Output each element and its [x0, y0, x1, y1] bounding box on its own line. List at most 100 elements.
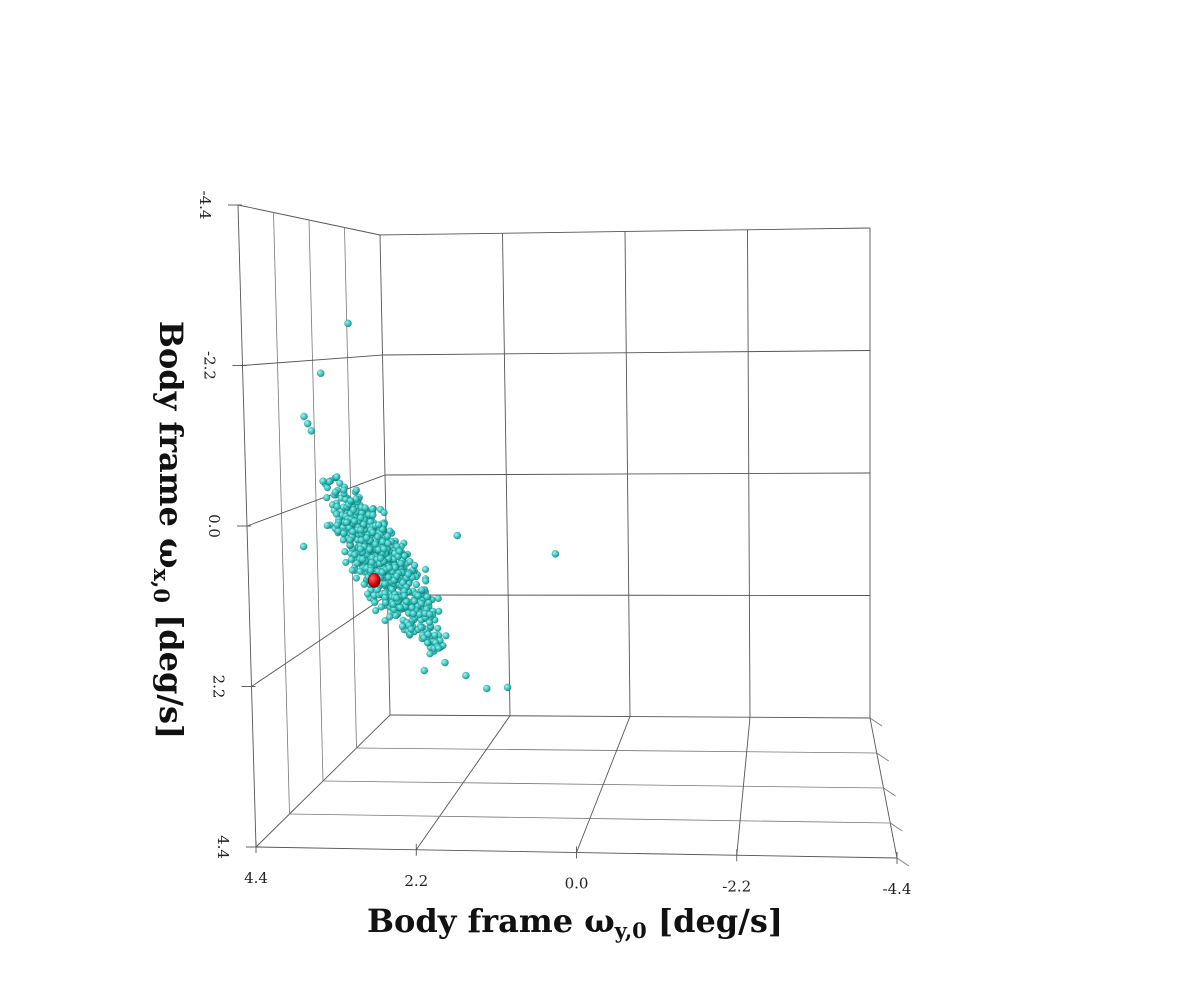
cluster-point: [363, 590, 372, 598]
cluster-point: [360, 580, 368, 588]
cluster-point: [366, 545, 374, 553]
cluster-point: [442, 632, 450, 640]
cluster-point: [348, 566, 356, 574]
cluster-point: [404, 570, 413, 579]
cluster-point: [423, 639, 432, 647]
cluster-point: [333, 473, 341, 481]
cluster-point: [393, 572, 401, 580]
cluster-point: [340, 486, 348, 494]
z-tick-mark: [896, 857, 910, 867]
cluster-point: [406, 558, 414, 566]
back-gridline-v: [747, 229, 751, 718]
sample-point: [316, 369, 325, 378]
cluster-point: [434, 594, 442, 603]
cluster-point: [372, 606, 380, 615]
sample-point: [300, 412, 308, 421]
cluster-point: [342, 558, 350, 567]
cluster-point: [357, 514, 365, 522]
cluster-point: [422, 577, 430, 585]
x-tick-label: 2.2: [404, 872, 428, 890]
cluster-point: [410, 597, 419, 605]
cluster-point: [325, 477, 334, 486]
left-wall-gridline: [242, 354, 383, 366]
cluster-point: [339, 536, 347, 544]
sample-point: [503, 683, 512, 692]
x-axis-title: Body frame ωy,0 [deg/s]: [367, 902, 783, 943]
cluster-point: [377, 603, 385, 611]
grid-box: [228, 204, 910, 867]
cluster-point: [392, 611, 400, 620]
cluster-point: [359, 555, 367, 563]
cluster-point: [346, 536, 354, 544]
reference-point: [367, 573, 381, 588]
cluster-point: [371, 598, 379, 607]
cluster-point: [385, 613, 394, 621]
left-wall-gridline: [251, 594, 388, 687]
cluster-point: [375, 521, 383, 529]
y-tick-label: -4.4: [196, 191, 214, 220]
cluster-point: [368, 505, 377, 513]
sample-point: [420, 666, 429, 675]
cluster-point: [384, 573, 393, 581]
cluster-point: [409, 610, 418, 618]
z-tick-mark: [876, 752, 889, 762]
floor-gridline: [576, 716, 631, 853]
cluster-point: [341, 548, 349, 556]
cluster-point: [378, 568, 386, 576]
sample-point: [551, 550, 560, 558]
y-tick-label: 2.2: [210, 675, 228, 699]
cluster-point: [431, 631, 439, 639]
cluster-point: [356, 545, 365, 553]
cluster-point: [417, 599, 426, 608]
cluster-point: [347, 555, 356, 564]
cluster-point: [426, 650, 434, 658]
cluster-point: [352, 486, 361, 494]
cluster-point: [349, 506, 358, 514]
x-tick-label: 0.0: [565, 875, 589, 893]
cluster-point: [340, 529, 348, 538]
cluster-point: [381, 599, 390, 607]
cluster-point: [352, 574, 361, 582]
cluster-point: [423, 593, 431, 601]
cluster-point: [421, 565, 430, 574]
y-axis-title: Body frame ωx,0 [deg/s]: [149, 321, 190, 739]
cluster-point: [434, 624, 442, 633]
z-tick-mark: [883, 787, 896, 797]
x-tick-label: -2.2: [722, 877, 751, 895]
x-tick-label: 4.4: [244, 869, 268, 887]
cluster-point: [397, 559, 405, 568]
cluster-point: [381, 580, 389, 588]
cluster-point: [410, 561, 419, 570]
cluster-point: [378, 525, 387, 533]
data-points: [299, 319, 560, 693]
cluster-point: [349, 527, 357, 536]
cluster-point: [426, 610, 434, 618]
cluster-point: [371, 540, 380, 548]
sample-point: [482, 684, 491, 693]
cluster-point: [384, 539, 392, 547]
sample-point: [441, 658, 449, 667]
y-tick-label: -2.2: [201, 351, 219, 380]
cluster-point: [418, 586, 426, 594]
cluster-point: [369, 511, 377, 519]
cluster-point: [333, 502, 341, 511]
cluster-point: [395, 547, 404, 555]
cluster-point: [380, 545, 388, 553]
cluster-point: [380, 508, 388, 517]
cluster-point: [376, 554, 385, 562]
cluster-point: [361, 504, 369, 512]
z-tick-mark: [890, 822, 903, 832]
floor-gridline: [736, 717, 751, 856]
cluster-point: [346, 497, 355, 505]
sample-point: [299, 542, 308, 551]
cluster-point: [350, 517, 359, 525]
tick-labels: 4.4 2.2 0.0 -2.2 -4.4 -4.4 -2.2 0.0 2.2 4.4: [196, 191, 911, 898]
cluster-point: [356, 567, 364, 576]
cluster-point: [357, 526, 365, 534]
sample-point: [344, 319, 352, 328]
cluster-point: [424, 630, 432, 638]
cluster-point: [353, 559, 361, 567]
cluster-point: [396, 603, 404, 612]
cluster-point: [398, 622, 407, 631]
